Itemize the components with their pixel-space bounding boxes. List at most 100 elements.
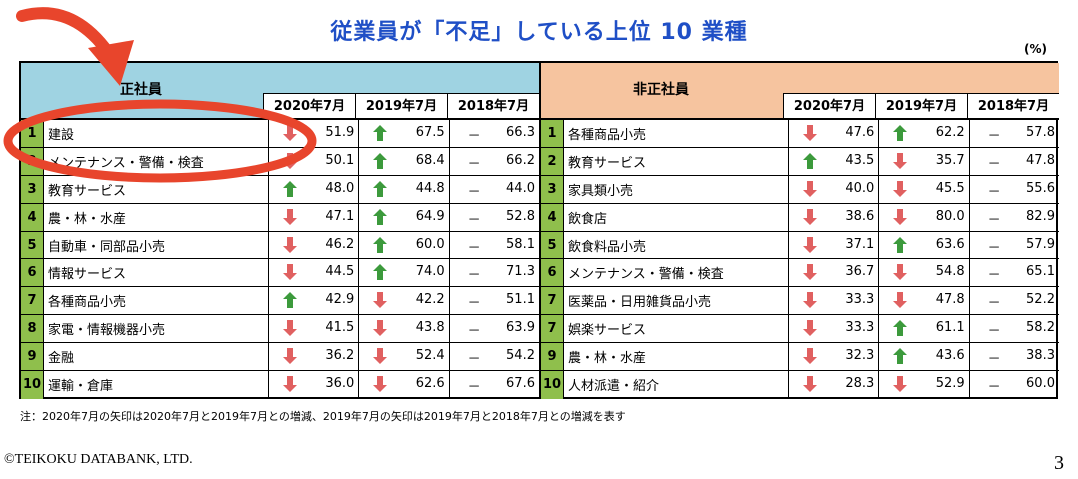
footnote: 注：2020年7月の矢印は2020年7月と2019年7月との増減、2019年7月…: [20, 410, 626, 423]
arrow-down-icon: [803, 348, 817, 365]
no-change-dash: －: [987, 212, 1001, 228]
value-2020-cell: 40.0: [789, 175, 880, 203]
value-2020-cell: 33.3: [789, 287, 880, 315]
value-2020: 42.9: [325, 292, 355, 308]
table-row: 9 農・林・水産 32.3 43.6 － 38.3: [541, 343, 1059, 372]
rank-badge: 9: [21, 343, 44, 371]
arrow-down-icon: [893, 152, 908, 169]
nonregular-rows: 1 各種商品小売 47.6 62.2 － 57.8 2 教育サービス 43.5 35.7 － 47.8…: [541, 118, 1059, 399]
value-2020: 36.7: [845, 264, 875, 280]
table-row: 4 農・林・水産 47.1 64.9 － 52.8: [21, 203, 539, 232]
value-2018: 57.8: [1026, 125, 1055, 140]
rank-badge: 9: [541, 343, 564, 371]
industry-name: 自動車・同部品小売: [44, 231, 269, 259]
value-2019-cell: 62.6: [359, 371, 450, 399]
value-2020: 51.9: [325, 125, 355, 140]
regular-employee-panel: 正社員 2020年7月 2019年7月 2018年7月 1 建設 51.9 67.5 －…: [21, 63, 539, 399]
nonregular-header: 非正社員 2020年7月 2019年7月 2018年7月: [541, 63, 1059, 119]
value-2018-cell: － 38.3: [970, 343, 1059, 370]
value-2018: 82.9: [1026, 208, 1055, 224]
no-change-dash: －: [467, 324, 481, 340]
arrow-up-icon: [373, 180, 388, 197]
industry-name: 医薬品・日用雑貨品小売: [564, 287, 789, 315]
rank-badge: 6: [541, 259, 564, 287]
table-row: 6 情報サービス 44.5 74.0 － 71.3: [21, 259, 539, 288]
arrow-down-icon: [803, 236, 817, 253]
arrow-down-icon: [893, 264, 908, 281]
table-row: 7 医薬品・日用雑貨品小売 33.3 47.8 － 52.2: [541, 287, 1059, 316]
value-2019: 52.9: [935, 376, 965, 392]
arrow-down-icon: [893, 292, 908, 309]
value-2018: 58.2: [1026, 320, 1055, 336]
value-2019: 35.7: [935, 152, 965, 168]
value-2020-cell: 47.6: [789, 120, 880, 147]
value-2018: 60.0: [1026, 376, 1055, 392]
no-change-dash: －: [987, 352, 1001, 368]
industry-name: 家具類小売: [564, 175, 789, 203]
regular-rows: 1 建設 51.9 67.5 － 66.3 2 メンテナンス・警備・検査 50.1 68.4 － 66…: [21, 118, 539, 399]
value-2020: 46.2: [325, 236, 355, 252]
value-2019: 67.5: [415, 125, 445, 140]
table-row: 7 娯楽サービス 33.3 61.1 － 58.2: [541, 315, 1059, 344]
arrow-up-icon: [373, 264, 388, 281]
value-2018-cell: － 51.1: [450, 287, 539, 314]
industry-name: メンテナンス・警備・検査: [564, 259, 789, 287]
value-2018: 66.3: [506, 125, 535, 140]
value-2020-cell: 43.5: [789, 147, 880, 175]
value-2019: 42.2: [415, 292, 445, 308]
rank-badge: 10: [21, 371, 44, 399]
value-2018: 54.2: [506, 348, 535, 364]
arrow-up-icon: [373, 208, 388, 225]
value-2020: 36.2: [325, 348, 355, 364]
arrow-up-icon: [893, 320, 908, 337]
industry-name: 教育サービス: [564, 147, 789, 175]
no-change-dash: －: [987, 324, 1001, 340]
value-2019-cell: 74.0: [359, 259, 450, 287]
arrow-down-icon: [803, 376, 817, 393]
highlight-arrowhead-icon: [88, 40, 134, 86]
value-2020-cell: 36.7: [789, 259, 880, 287]
no-change-dash: －: [467, 240, 481, 256]
value-2020-cell: 38.6: [789, 203, 880, 231]
value-2018: 57.9: [1026, 236, 1055, 252]
value-2019-cell: 68.4: [359, 147, 450, 175]
copyright: ©TEIKOKU DATABANK, LTD.: [4, 452, 193, 467]
value-2018-cell: － 55.6: [970, 176, 1059, 203]
value-2019-cell: 61.1: [879, 315, 970, 343]
value-2020: 44.5: [325, 264, 355, 280]
value-2018: 44.0: [506, 180, 535, 196]
value-2018: 66.2: [506, 152, 535, 168]
value-2020-cell: 42.9: [269, 287, 360, 315]
no-change-dash: －: [467, 184, 481, 200]
year-header: 2020年7月: [784, 94, 876, 119]
no-change-dash: －: [987, 296, 1001, 312]
value-2018: 65.1: [1026, 264, 1055, 280]
rank-badge: 3: [21, 175, 44, 203]
value-2019: 60.0: [415, 236, 445, 252]
value-2019: 54.8: [935, 264, 965, 280]
arrow-down-icon: [803, 292, 817, 309]
value-2020: 47.1: [325, 208, 355, 224]
value-2019-cell: 64.9: [359, 203, 450, 231]
value-2020: 38.6: [845, 208, 875, 224]
table-row: 10 運輸・倉庫 36.0 62.6 － 67.6: [21, 371, 539, 399]
value-2018: 67.6: [506, 376, 535, 392]
value-2020-cell: 48.0: [269, 175, 360, 203]
page-number: 3: [1054, 452, 1064, 474]
no-change-dash: －: [987, 380, 1001, 396]
value-2019: 63.6: [935, 236, 965, 252]
value-2018: 63.9: [506, 320, 535, 336]
arrow-up-icon: [803, 152, 817, 169]
arrow-up-icon: [893, 348, 908, 365]
value-2020-cell: 32.3: [789, 343, 880, 371]
arrow-down-icon: [283, 236, 297, 253]
value-2018: 51.1: [506, 292, 535, 308]
value-2019-cell: 54.8: [879, 259, 970, 287]
industry-name: メンテナンス・警備・検査: [44, 147, 269, 175]
value-2020: 48.0: [325, 180, 355, 196]
table-row: 8 家電・情報機器小売 41.5 43.8 － 63.9: [21, 315, 539, 344]
table-row: 1 各種商品小売 47.6 62.2 － 57.8: [541, 120, 1059, 148]
value-2019-cell: 63.6: [879, 231, 970, 259]
rank-badge: 5: [21, 231, 44, 259]
